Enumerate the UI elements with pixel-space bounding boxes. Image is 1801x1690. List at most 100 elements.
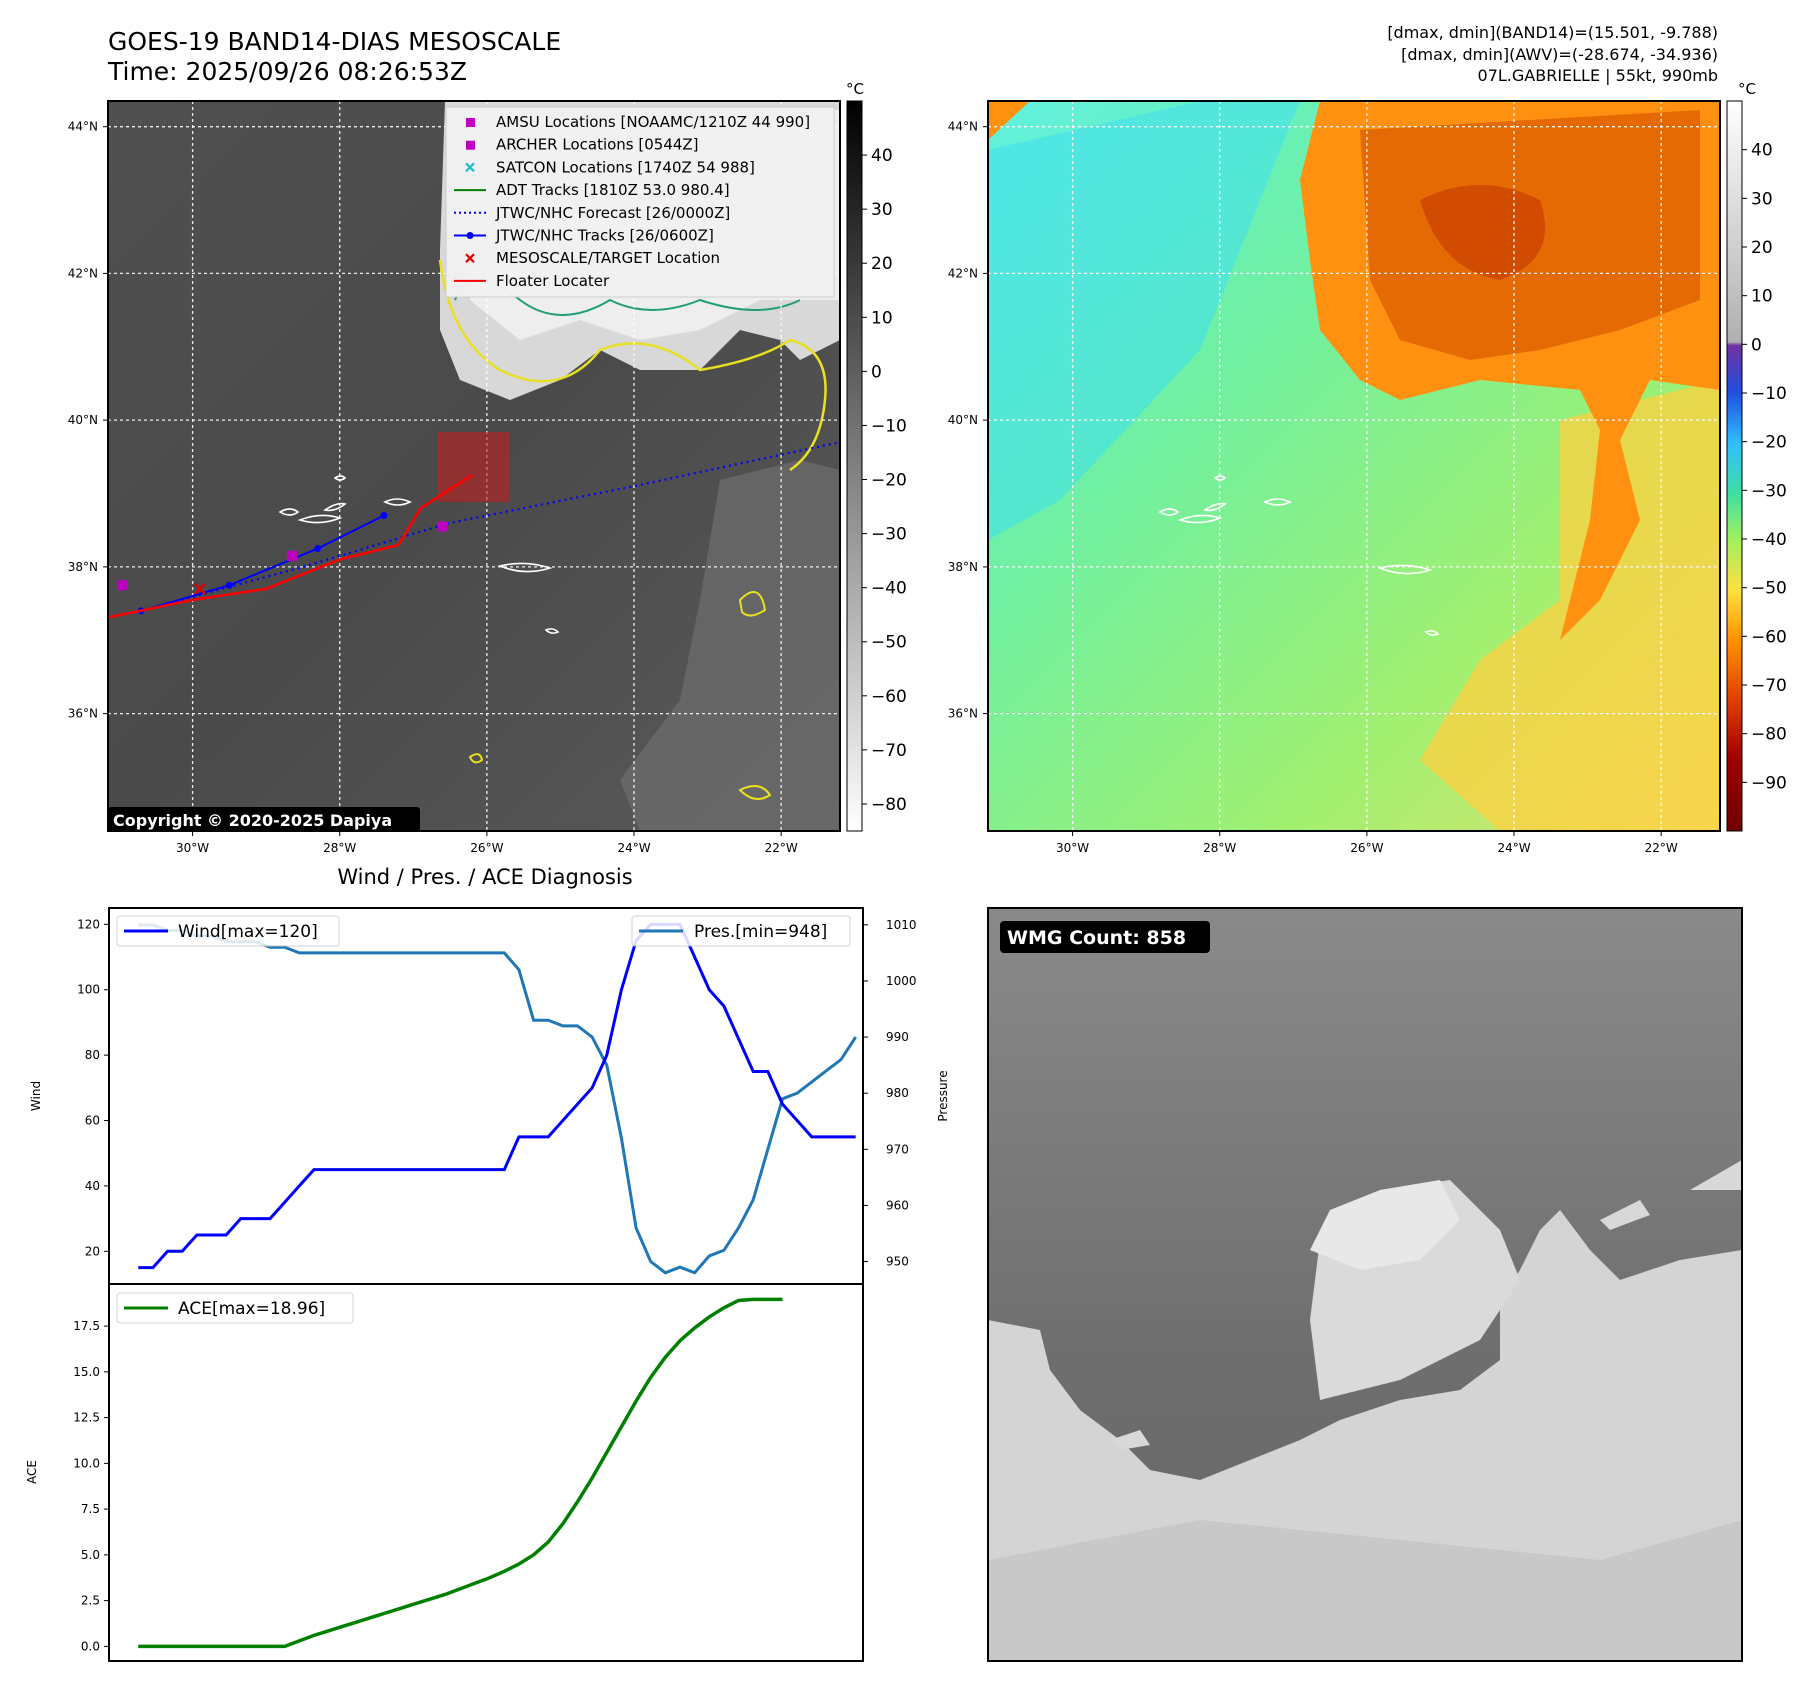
lat-tick-label: 36°N <box>948 707 978 721</box>
legend-label: ARCHER Locations [0544Z] <box>496 136 699 154</box>
colorbar-gray-fill <box>846 100 863 832</box>
colorbar-tick-label: 20 <box>871 254 893 274</box>
wind-pressure-chart: 20 40 60 80 100 120 950 960 970 980 990 1000 1010 Win… <box>29 907 950 1285</box>
colorbar-tick-label: −30 <box>1751 481 1787 501</box>
wmg-count-box <box>1000 921 1210 953</box>
lat-tick-label: 38°N <box>948 560 978 574</box>
colorbar-tick-label: −50 <box>1751 579 1787 599</box>
legend-x-symbol <box>465 253 475 263</box>
wmg-count-label: WMG Count: 858 <box>1007 927 1186 949</box>
colorbar-gray: °C 40 30 20 10 0 −10 −20 −30 −40 −50 −60 −70 −80 <box>846 80 907 832</box>
legend-label: JTWC/NHC Forecast [26/0000Z] <box>495 204 730 222</box>
legend-square-symbol <box>466 140 475 150</box>
yellow-contour <box>438 259 827 472</box>
cloud-band <box>620 460 840 831</box>
gridlines-right <box>988 101 1720 831</box>
lat-tick-label: 42°N <box>948 266 978 280</box>
wind-ytick-label: 100 <box>77 983 100 997</box>
jtwc-track-point <box>225 581 233 589</box>
lon-tick-label: 24°W <box>617 841 650 855</box>
ace-ytick-label: 10.0 <box>73 1456 100 1470</box>
wind-ytick-label: 40 <box>85 1179 100 1193</box>
figure-time: Time: 2025/09/26 08:26:53Z <box>107 57 467 86</box>
ace-chart: 0.0 2.5 5.0 7.5 10.0 12.5 15.0 17.5 ACE[max=18.9… <box>25 1283 864 1662</box>
ace-ytick-label: 15.0 <box>73 1365 100 1379</box>
lon-tick-label: 24°W <box>1497 841 1530 855</box>
colorbar-gray-unit: °C <box>846 80 864 98</box>
lon-tick-label: 30°W <box>176 841 209 855</box>
wind-legend-label: Wind[max=120] <box>178 922 318 942</box>
ace-ytick-label: 0.0 <box>81 1639 100 1653</box>
colorbar-tick-label: 10 <box>871 308 893 328</box>
ace-ytick-label: 12.5 <box>73 1411 100 1425</box>
legend-label: AMSU Locations [NOAAMC/1210Z 44 990] <box>496 113 810 131</box>
ace-ytick-label: 7.5 <box>81 1502 100 1516</box>
left-map-frame <box>107 100 841 832</box>
lat-tick-label: 40°N <box>68 413 98 427</box>
chart-title: Wind / Pres. / ACE Diagnosis <box>337 865 632 889</box>
colorbar-tick-label: 40 <box>1751 141 1773 161</box>
ace-ytick-label: 2.5 <box>81 1594 100 1608</box>
pres-ytick-label: 1000 <box>886 974 917 988</box>
colorbar-tick-label: −40 <box>1751 530 1787 550</box>
corner-cloud <box>988 101 1030 140</box>
left-map-axes: 44°N 42°N 40°N 38°N 36°N 30°W 28°W 26°W 24°W 22°W <box>68 120 798 855</box>
ace-ylabel: ACE <box>25 1460 39 1484</box>
left-map-panel: 44°N 42°N 40°N 38°N 36°N 30°W 28°W 26°W 24°W 22°W… <box>68 100 841 855</box>
colorbar-tick-label: 30 <box>1751 189 1773 209</box>
colorbar-tick-label: −20 <box>871 471 907 491</box>
pres-ytick-label: 970 <box>886 1142 909 1156</box>
copyright-text: Copyright © 2020-2025 Dapiya <box>113 811 392 830</box>
amsu-marker <box>286 550 297 561</box>
colorbar-tick-label: −70 <box>871 741 907 761</box>
wind-ytick-label: 120 <box>77 917 100 931</box>
copyright-box <box>108 807 420 831</box>
colorbar-color-unit: °C <box>1738 80 1756 98</box>
legend-label: MESOSCALE/TARGET Location <box>496 249 720 267</box>
lat-tick-label: 44°N <box>948 120 978 134</box>
colorbar-tick-label: −30 <box>871 525 907 545</box>
lon-tick-label: 26°W <box>1350 841 1383 855</box>
legend-square-symbol <box>466 118 475 127</box>
wind-ylabel: Wind <box>29 1081 43 1111</box>
colorbar-tick-label: 10 <box>1751 287 1773 307</box>
wind-plot-frame <box>108 907 864 1285</box>
pres-ytick-label: 990 <box>886 1030 909 1044</box>
figure-title: GOES-19 BAND14-DIAS MESOSCALE <box>108 27 561 56</box>
colorbar-color-fill <box>1726 100 1743 832</box>
floater-track-line <box>108 474 473 619</box>
pres-ytick-label: 950 <box>886 1255 909 1269</box>
ace-ytick-label: 17.5 <box>73 1319 100 1333</box>
wmg-frame <box>987 907 1743 1662</box>
yellow-contour-south <box>468 591 772 800</box>
storm-info: 07L.GABRIELLE | 55kt, 990mb <box>1478 66 1718 85</box>
islands-left <box>278 475 560 634</box>
colorbar-tick-label: 30 <box>871 200 893 220</box>
wmg-lower-bright <box>988 1520 1742 1661</box>
legend-label: JTWC/NHC Tracks [26/0600Z] <box>495 227 714 245</box>
legend-label: SATCON Locations [1740Z 54 988] <box>496 158 755 176</box>
islands-right <box>1158 475 1440 636</box>
colorbar-tick-label: 40 <box>871 146 893 166</box>
right-map-axes: 44°N 42°N 40°N 38°N 36°N 30°W 28°W 26°W 24°W 22°W <box>948 120 1678 855</box>
dmax-awv: [dmax, dmin](AWV)=(-28.674, -34.936) <box>1401 45 1718 64</box>
lon-tick-label: 30°W <box>1056 841 1089 855</box>
target-marker <box>194 583 206 595</box>
colorbar-tick-label: −60 <box>871 687 907 707</box>
legend-label: Floater Locater <box>496 272 610 290</box>
legend-x-symbol <box>465 162 475 173</box>
lat-tick-label: 36°N <box>68 707 98 721</box>
pres-ytick-label: 960 <box>886 1198 909 1212</box>
wind-ytick-label: 20 <box>85 1244 100 1258</box>
right-map-panel: 44°N 42°N 40°N 38°N 36°N 30°W 28°W 26°W 24°W 22°W <box>948 100 1721 855</box>
colorbar-tick-label: −80 <box>1751 725 1787 745</box>
colorbar-color: °C 40 30 20 10 0 −10 −20 −30 −40 −50 −60 −70 −80 −90 <box>1726 80 1787 832</box>
storm-tracks <box>108 441 840 619</box>
lon-tick-label: 28°W <box>1203 841 1236 855</box>
lon-tick-label: 22°W <box>765 841 798 855</box>
archer-marker <box>437 521 448 532</box>
colorbar-tick-label: −50 <box>871 633 907 653</box>
jtwc-track-line <box>140 514 385 612</box>
moist-plume <box>988 101 1300 540</box>
